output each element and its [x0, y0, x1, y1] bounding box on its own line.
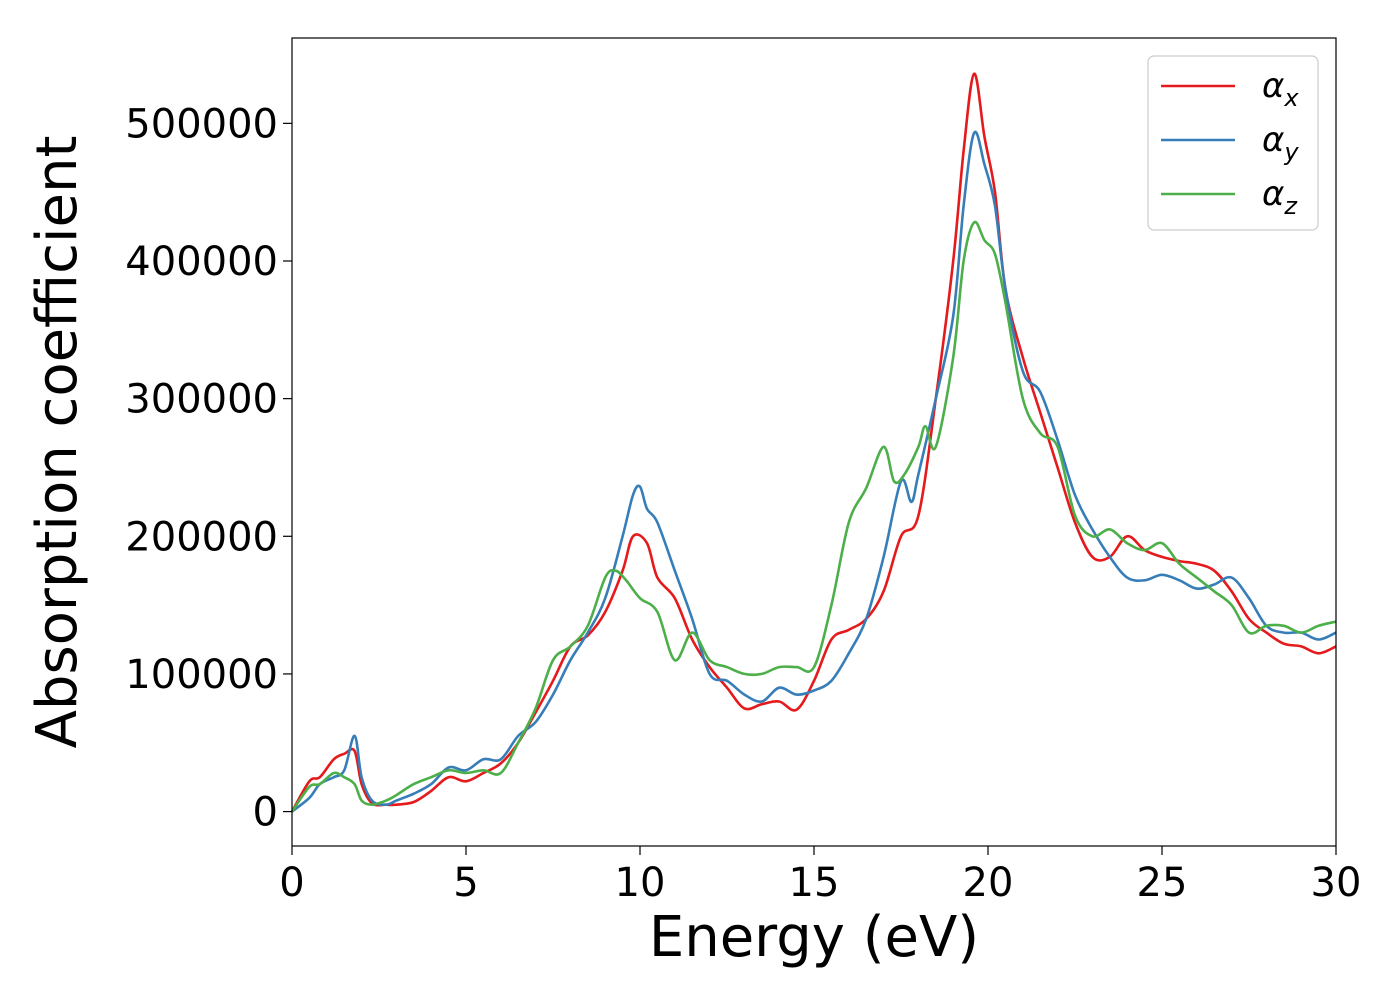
series-layer [290, 72, 1337, 813]
legend-label-z: αz [1262, 174, 1298, 220]
legend-label-y: αy [1262, 120, 1299, 166]
x-tick-label: 25 [1137, 860, 1188, 906]
y-tick-label: 0 [253, 790, 278, 836]
y-tick-label: 500000 [125, 101, 278, 147]
legend-box [1147, 55, 1319, 231]
y-tick-label: 100000 [125, 652, 278, 698]
series-line-z [290, 220, 1337, 813]
x-tick-label: 30 [1311, 860, 1362, 906]
legend: αx αy αz [1147, 55, 1319, 231]
x-tick-label: 5 [453, 860, 478, 906]
y-tick-label: 400000 [125, 239, 278, 285]
x-tick-label: 15 [789, 860, 840, 906]
legend-label-x: αx [1262, 66, 1299, 112]
series-line-x [290, 72, 1337, 813]
x-axis-label: Energy (eV) [649, 905, 979, 970]
x-tick-label: 0 [279, 860, 304, 906]
y-tick-label: 200000 [125, 514, 278, 560]
x-axis-ticks: 0 5 10 15 20 25 30 [279, 846, 1361, 906]
y-tick-label: 300000 [125, 377, 278, 423]
x-tick-label: 20 [963, 860, 1014, 906]
y-axis-ticks: 0 100000 200000 300000 400000 500000 [125, 101, 292, 836]
x-tick-label: 10 [615, 860, 666, 906]
y-axis-label: Absorption coefficient [25, 136, 90, 749]
